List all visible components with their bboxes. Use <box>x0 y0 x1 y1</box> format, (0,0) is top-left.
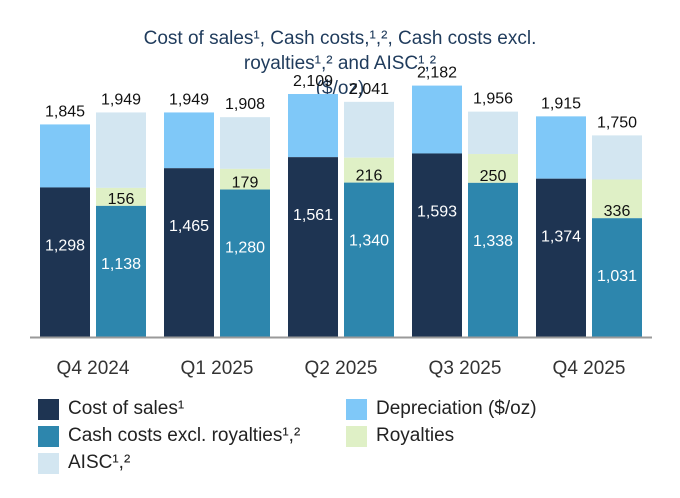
legend-label-royalties: Royalties <box>376 425 455 446</box>
bar-cost-of-sales <box>164 168 214 337</box>
label-cash-costs: 1,340 <box>349 233 389 250</box>
label-royalties: 250 <box>480 168 507 185</box>
bar-depreciation <box>412 85 462 154</box>
legend-item-depreciation: Depreciation ($/oz) <box>346 398 537 420</box>
bar-cost-of-sales <box>288 157 338 337</box>
legend-swatch-cash-costs <box>38 425 59 447</box>
bar-aisc <box>468 111 518 155</box>
label-aisc: 1,750 <box>597 114 637 131</box>
legend-item-cash-costs: Cash costs excl. royalties¹,² <box>38 425 300 447</box>
legend-item-cost-of-sales: Cost of sales¹ <box>38 398 184 420</box>
legend: Cost of sales¹ Depreciation ($/oz) Cash … <box>38 398 658 478</box>
label-cash-costs: 1,338 <box>473 233 513 250</box>
label-aisc: 1,908 <box>225 96 265 113</box>
category-label: Q3 2025 <box>429 358 502 379</box>
bar-depreciation <box>288 94 338 158</box>
chart-title: Cost of sales¹, Cash costs,¹,², Cash cos… <box>0 26 680 101</box>
label-total: 2,109 <box>293 73 333 90</box>
bar-cash-costs <box>344 182 394 337</box>
label-royalties: 336 <box>604 203 631 220</box>
bar-aisc <box>592 135 642 180</box>
legend-item-aisc: AISC¹,² <box>38 452 130 474</box>
bar-aisc <box>96 112 146 188</box>
label-total: 2,182 <box>417 65 457 82</box>
label-aisc: 2,041 <box>349 81 389 98</box>
label-cost-of-sales: 1,465 <box>169 218 209 235</box>
legend-swatch-aisc <box>38 452 59 474</box>
label-cost-of-sales: 1,298 <box>45 237 85 254</box>
label-royalties: 216 <box>356 168 383 185</box>
bar-aisc <box>344 101 394 158</box>
chart-title-line-3: ($/oz) <box>315 78 365 99</box>
bar-cash-costs <box>468 182 518 337</box>
legend-item-royalties: Royalties <box>346 425 454 447</box>
label-cash-costs: 1,280 <box>225 240 265 257</box>
label-cash-costs: 1,138 <box>101 256 141 273</box>
label-aisc: 1,949 <box>101 91 141 108</box>
label-royalties: 156 <box>108 191 135 208</box>
legend-label-cost-of-sales: Cost of sales¹ <box>68 398 185 419</box>
category-label: Q4 2025 <box>553 358 626 379</box>
label-royalties: 179 <box>232 175 259 192</box>
bar-cost-of-sales <box>536 178 586 337</box>
label-aisc: 1,956 <box>473 91 513 108</box>
bar-cost-of-sales <box>40 187 90 337</box>
legend-label-aisc: AISC¹,² <box>68 452 131 473</box>
label-total: 1,845 <box>45 103 85 120</box>
bar-cost-of-sales <box>412 153 462 337</box>
bar-aisc <box>220 117 270 169</box>
legend-label-cash-costs: Cash costs excl. royalties¹,² <box>68 425 301 446</box>
bar-royalties <box>344 157 394 183</box>
label-cost-of-sales: 1,593 <box>417 203 457 220</box>
bar-depreciation <box>40 124 90 188</box>
bar-royalties <box>468 154 518 183</box>
label-cost-of-sales: 1,374 <box>541 229 581 246</box>
label-total: 1,915 <box>541 95 581 112</box>
bar-cash-costs <box>96 205 146 337</box>
category-label: Q4 2024 <box>57 358 130 379</box>
bar-cash-costs <box>220 189 270 337</box>
bar-royalties <box>220 168 270 190</box>
label-cost-of-sales: 1,561 <box>293 207 333 224</box>
bar-cash-costs <box>592 218 642 337</box>
legend-label-depreciation: Depreciation ($/oz) <box>376 398 537 419</box>
bar-depreciation <box>164 112 214 169</box>
bar-depreciation <box>536 116 586 179</box>
legend-swatch-cost-of-sales <box>38 398 59 420</box>
category-label: Q1 2025 <box>181 358 254 379</box>
label-cash-costs: 1,031 <box>597 268 637 285</box>
chart-title-line-1: Cost of sales¹, Cash costs,¹,², Cash cos… <box>143 28 537 49</box>
bar-royalties <box>96 187 146 206</box>
chart-title-line-2: royalties¹,² and AISC¹,² <box>243 53 437 74</box>
category-label: Q2 2025 <box>305 358 378 379</box>
bar-royalties <box>592 179 642 219</box>
legend-swatch-depreciation <box>346 398 367 420</box>
label-total: 1,949 <box>169 91 209 108</box>
legend-swatch-royalties <box>346 425 367 447</box>
